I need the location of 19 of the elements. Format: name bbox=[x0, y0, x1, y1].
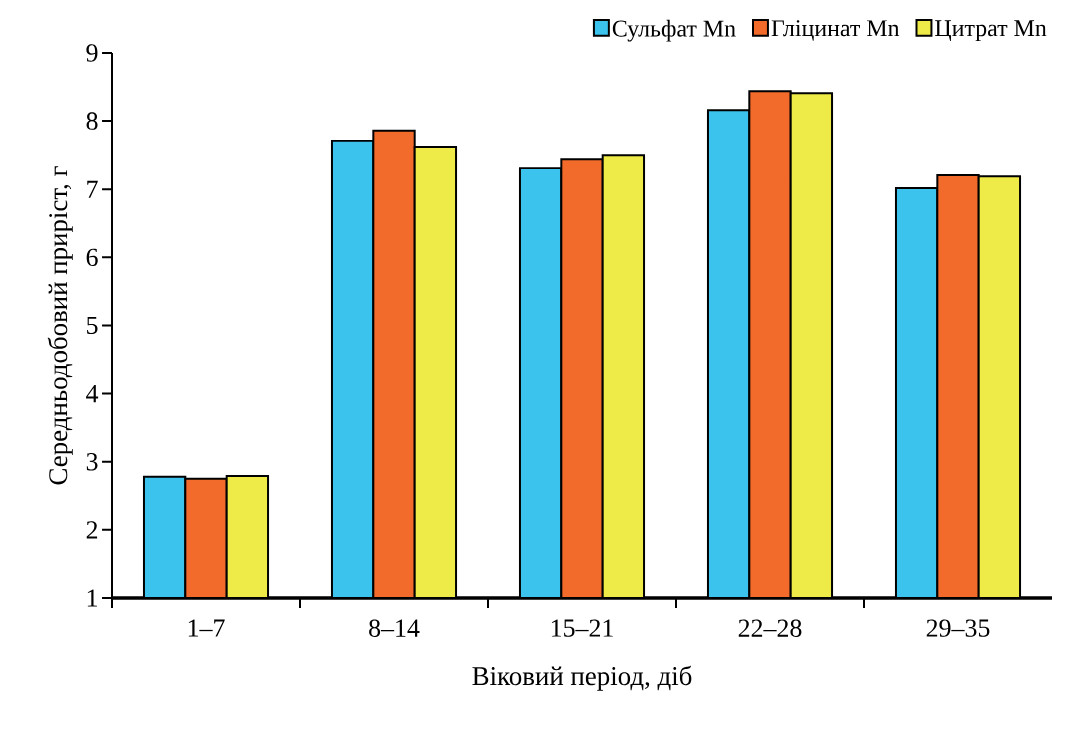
x-tick-label: 29–35 bbox=[926, 619, 990, 637]
y-tick-label: 7 bbox=[87, 180, 98, 198]
y-tick-label: 1 bbox=[87, 589, 97, 607]
x-axis-title: Віковий період, діб bbox=[472, 665, 692, 691]
legend-label: Гліцинат Mn bbox=[771, 20, 900, 41]
y-tick-label: 2 bbox=[86, 521, 98, 539]
y-tick-label: 8 bbox=[86, 112, 98, 130]
legend-label: Цитрат Mn bbox=[935, 20, 1047, 42]
y-tick-label: 4 bbox=[86, 385, 99, 403]
x-tick-label: 15–21 bbox=[551, 619, 613, 637]
y-tick-label: 3 bbox=[86, 453, 98, 471]
x-tick-label: 22–28 bbox=[738, 619, 802, 637]
legend-label: Сульфат Mn bbox=[612, 19, 736, 42]
x-tick-label: 1–7 bbox=[188, 619, 225, 637]
y-tick-label: 9 bbox=[86, 44, 98, 62]
y-axis-title: Середньодобовий приріст, г bbox=[47, 166, 73, 485]
x-tick-label: 8–14 bbox=[369, 619, 420, 637]
y-tick-label: 5 bbox=[87, 316, 98, 335]
y-tick-label: 6 bbox=[86, 248, 98, 267]
